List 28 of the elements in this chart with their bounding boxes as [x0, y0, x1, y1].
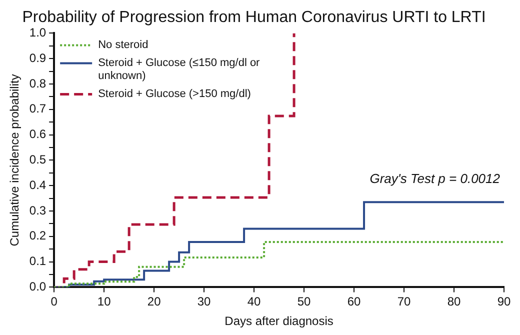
x-tick-label: 40 [247, 294, 262, 309]
chart-title: Probability of Progression from Human Coronavirus URTI to LRTI [22, 9, 486, 26]
legend-label: Steroid + Glucose (≤150 mg/dl or unknown) [98, 57, 260, 82]
y-tick-label: 0.2 [29, 228, 46, 243]
x-tick-label: 80 [447, 294, 462, 309]
y-axis-title: Cumulative incidence probability [8, 74, 22, 246]
y-tick-label: 0.7 [29, 102, 46, 116]
x-tick-label: 10 [97, 294, 112, 309]
legend-label: No steroid [98, 39, 148, 52]
y-tick-label: 0.1 [29, 254, 46, 268]
y-tick-label: 0.5 [29, 152, 46, 167]
y-tick-label: 0.9 [29, 50, 46, 65]
y-tick-label: 0.3 [29, 203, 46, 218]
x-tick-label: 70 [397, 294, 412, 309]
y-tick-label: 0.0 [29, 280, 46, 294]
x-tick-label: 0 [50, 294, 58, 309]
x-tick-label: 50 [297, 294, 312, 309]
x-axis-title: Days after diagnosis [224, 314, 334, 328]
y-tick-label: 0.8 [29, 76, 46, 90]
y-tick-label: 0.6 [29, 127, 46, 142]
y-tick-label: 1.0 [29, 26, 46, 40]
legend-label: Steroid + Glucose (>150 mg/dl) [98, 88, 251, 100]
annotation: Gray's Test p = 0.0012 [370, 170, 501, 186]
y-tick-label: 0.4 [29, 178, 46, 192]
x-tick-label: 60 [347, 294, 362, 309]
x-tick-label: 90 [497, 294, 511, 309]
x-tick-label: 20 [147, 294, 162, 309]
x-tick-label: 30 [197, 294, 212, 309]
